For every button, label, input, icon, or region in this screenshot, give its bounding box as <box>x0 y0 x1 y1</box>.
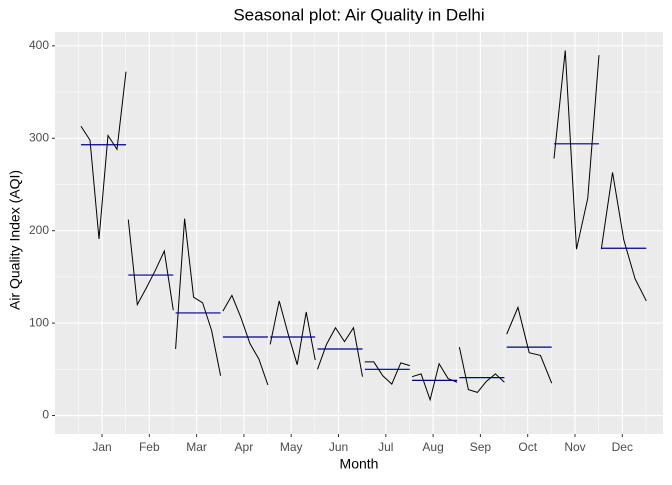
subseries-line <box>506 305 553 384</box>
x-tick-label: Feb <box>139 440 160 454</box>
x-tick-label: Jun <box>329 440 348 454</box>
y-tick-label: 300 <box>29 130 49 144</box>
x-tick-label: Sep <box>470 440 492 454</box>
y-axis-label: Air Quality Index (AQI) <box>7 170 23 310</box>
subseries-line <box>458 347 505 393</box>
x-tick-label: Oct <box>518 440 537 454</box>
y-tick-label: 400 <box>29 38 49 52</box>
x-tick-label: Dec <box>612 440 633 454</box>
subseries-line <box>600 172 647 302</box>
subseries-line <box>364 361 410 385</box>
y-tick-label: 0 <box>42 408 49 422</box>
y-tick-label: 200 <box>29 223 49 237</box>
x-tick-label: Jul <box>378 440 393 454</box>
subseries-line <box>269 300 316 365</box>
subseries-line <box>80 71 127 240</box>
subseries-line <box>175 218 222 376</box>
y-tick-label: 100 <box>29 315 49 329</box>
x-axis-label: Month <box>340 456 379 472</box>
x-tick-label: Jan <box>92 440 111 454</box>
x-tick-label: Mar <box>186 440 207 454</box>
subseries-line <box>222 294 269 386</box>
x-tick-label: May <box>280 440 303 454</box>
x-tick-label: Apr <box>235 440 254 454</box>
panel <box>55 32 663 434</box>
x-tick-label: Nov <box>564 440 585 454</box>
subseries-line <box>553 50 600 250</box>
subseries-line <box>411 362 458 402</box>
subseries-line <box>127 219 174 311</box>
x-tick-label: Aug <box>422 440 443 454</box>
chart-title: Seasonal plot: Air Quality in Delhi <box>233 5 484 24</box>
